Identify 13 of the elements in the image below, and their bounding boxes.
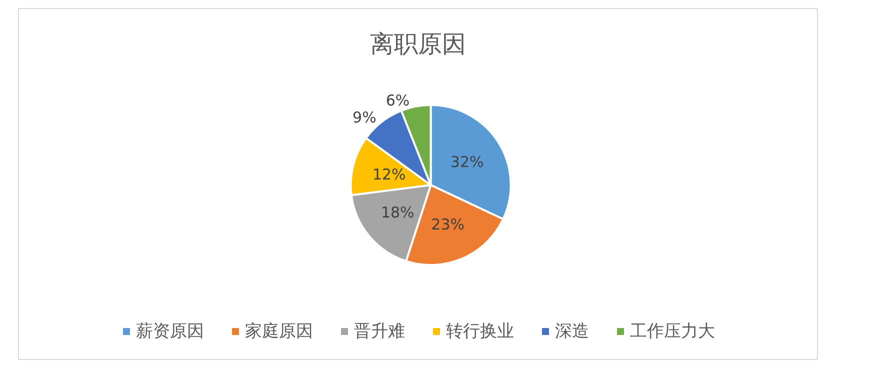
data-label: 32% [450, 153, 484, 172]
data-label: 6% [386, 92, 410, 110]
legend-label: 工作压力大 [630, 322, 715, 342]
data-label: 12% [372, 165, 406, 184]
data-label: 9% [352, 108, 376, 127]
data-label: 18% [380, 203, 414, 222]
legend-label: 转行换业 [446, 322, 514, 342]
legend-label: 深造 [555, 322, 589, 342]
legend-label: 家庭原因 [245, 322, 313, 342]
chart-title: 离职原因 [370, 30, 466, 58]
legend-label: 薪资原因 [136, 322, 204, 342]
legend-label: 晋升难 [354, 322, 405, 342]
data-label: 23% [431, 216, 465, 234]
